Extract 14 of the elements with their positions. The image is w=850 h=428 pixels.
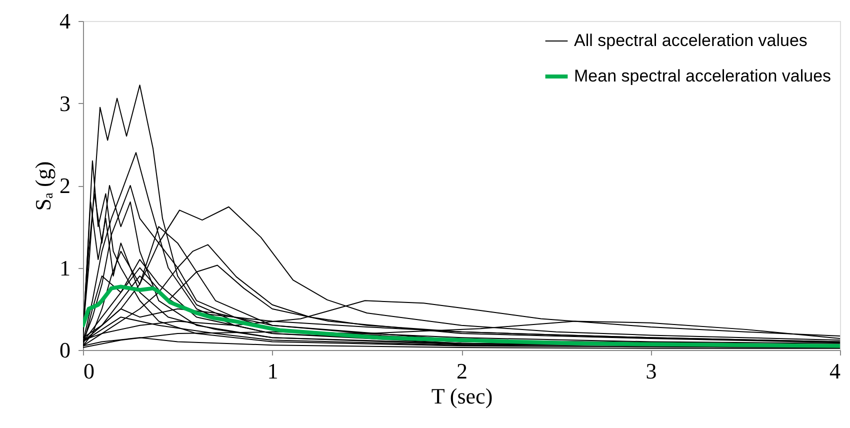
x-tick-label: 3 <box>646 358 657 384</box>
legend-label: Mean spectral acceleration values <box>574 66 832 86</box>
x-tick-label: 0 <box>84 358 94 384</box>
legend-label: All spectral acceleration values <box>574 31 808 50</box>
y-axis-title: Sₐ (g) <box>30 161 56 211</box>
x-tick-label: 1 <box>267 358 278 384</box>
y-tick-label: 3 <box>60 90 70 116</box>
y-tick-label: 1 <box>60 255 70 280</box>
y-tick-label: 2 <box>60 173 70 198</box>
x-axis-title: T (sec) <box>431 384 493 408</box>
x-tick-label: 2 <box>456 358 468 384</box>
y-tick-label: 4 <box>60 8 70 34</box>
y-tick-label: 0 <box>60 338 70 362</box>
x-tick-label: 4 <box>830 358 840 384</box>
